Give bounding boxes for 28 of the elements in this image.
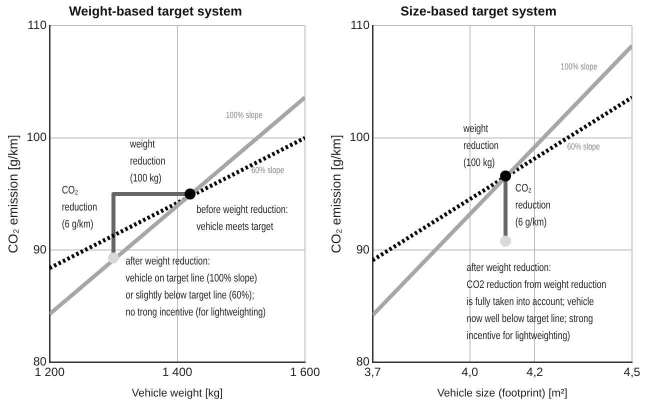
annotation: CO₂ reduction (6 g/km) <box>62 184 98 232</box>
annotation: 60% slope <box>251 165 285 176</box>
y-tick-label: 100 <box>26 130 47 144</box>
y-axis-title: CO₂ emission [g/km] <box>5 134 20 254</box>
chart-title: Size-based target system <box>400 3 557 18</box>
chart-title: Weight-based target system <box>68 3 242 18</box>
y-tick-label: 90 <box>356 242 370 256</box>
y-tick-label: 90 <box>33 242 47 256</box>
annotation: 100% slope <box>226 110 263 120</box>
y-tick-label: 110 <box>350 18 370 32</box>
x-axis-title: Vehicle weight [kg] <box>132 387 223 400</box>
annotation: before weight reduction: vehicle meets target <box>196 204 288 234</box>
annotation: after weight reduction: CO2 reduction from weight reduction is fully taken into account; vehicle now well below target line; strong incentive for lightweighting) <box>466 262 606 342</box>
x-tick-label: 4,5 <box>624 364 641 379</box>
y-axis-title: CO₂ emission [g/km] <box>328 134 344 254</box>
annotation: weight reduction (100 kg) <box>462 123 499 170</box>
annotation: weight reduction (100 kg) <box>129 138 166 185</box>
annotation: after weight reduction: vehicle on target line (100% slope) or slightly below target line (60%); no trong incentive (for lightweighting) <box>126 255 266 319</box>
annotation: 60% slope <box>567 142 600 152</box>
y-tick-label: 110 <box>27 18 47 32</box>
x-tick-label: 1 400 <box>162 364 193 379</box>
x-axis-title: Vehicle size (footprint) [m²] <box>437 387 568 400</box>
y-tick-label: 100 <box>350 130 370 144</box>
x-tick-label: 1 600 <box>290 364 320 379</box>
annotation: CO₂ reduction (6 g/km) <box>515 182 551 229</box>
x-tick-label: 4,0 <box>462 364 479 379</box>
x-tick-label: 4,2 <box>526 364 544 379</box>
annotation: 100% slope <box>560 62 598 72</box>
